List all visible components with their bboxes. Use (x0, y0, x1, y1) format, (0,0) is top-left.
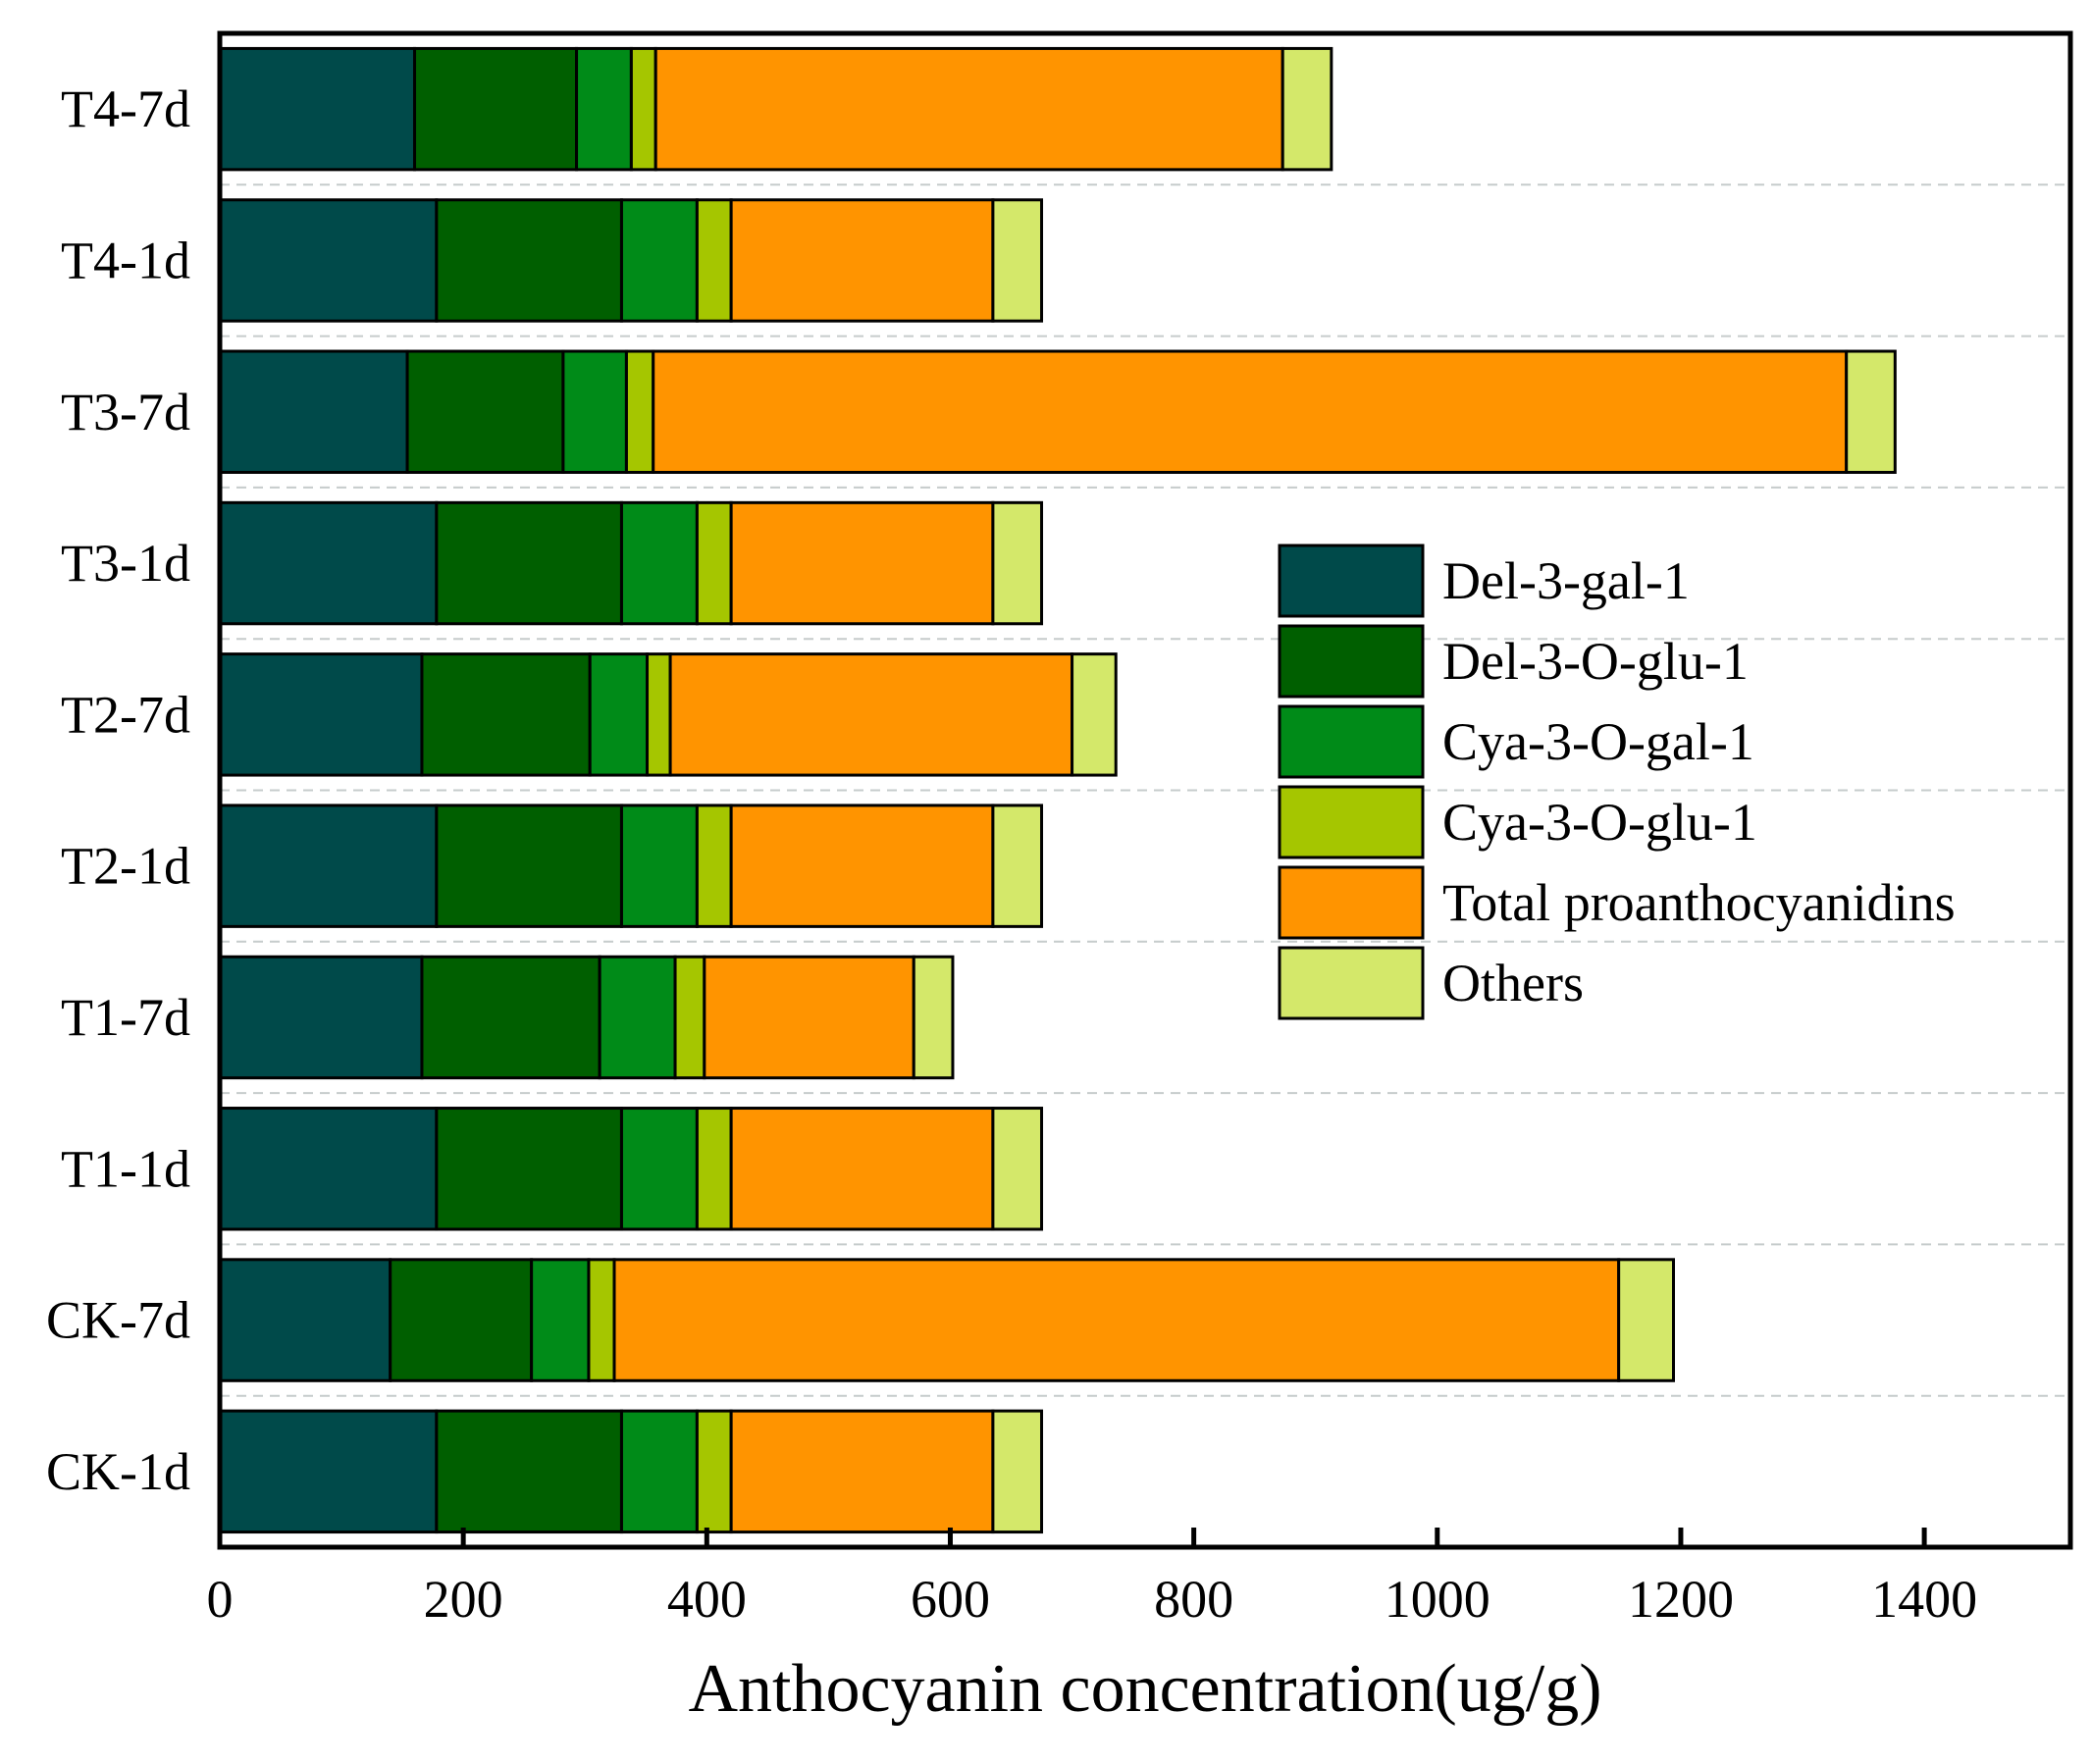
legend-label: Cya-3-O-gal-1 (1442, 712, 1754, 771)
category-labels: T4-7d T4-1d T3-7d T3-1d T2-7d T2-1d T1-7d T1-1d… (46, 79, 190, 1501)
bar-segment (612, 1258, 1621, 1382)
legend-swatch (1278, 785, 1425, 859)
x-axis-title: Anthocyanin concentration(ug/g) (688, 1651, 1601, 1727)
bar-segment (218, 1258, 392, 1382)
bar-segment (729, 198, 995, 323)
bar-segment (1071, 652, 1118, 777)
bar-segment (218, 652, 424, 777)
bar-segment (619, 1107, 699, 1231)
bar-segment (652, 349, 1849, 474)
bar-segment (588, 652, 650, 777)
bar-segment (1617, 1258, 1676, 1382)
category-label: T4-1d (61, 231, 190, 289)
x-tick-label: 1000 (1385, 1570, 1490, 1629)
legend-swatch (1278, 946, 1425, 1020)
bar-segment (729, 1107, 995, 1231)
bar-segment (413, 46, 579, 172)
legend-label: Del-3-O-glu-1 (1442, 632, 1749, 691)
legend-label: Del-3-gal-1 (1442, 551, 1690, 610)
x-tick-label: 400 (667, 1570, 747, 1629)
x-tick-label: 200 (424, 1570, 503, 1629)
bar-segment (619, 500, 699, 626)
category-label: T2-7d (61, 685, 190, 744)
bar-segment (619, 1409, 699, 1534)
bar-segment (991, 500, 1044, 626)
legend-label: Cya-3-O-glu-1 (1442, 793, 1757, 852)
bar-segment (653, 46, 1284, 172)
bar-segment (668, 652, 1074, 777)
bar-segment (218, 46, 417, 172)
x-tick-label: 600 (911, 1570, 990, 1629)
bar-segment (624, 349, 655, 474)
bar-segment (218, 349, 409, 474)
bar-segment (530, 1258, 591, 1382)
bar-segment (435, 1107, 623, 1231)
bar-segment (435, 1409, 623, 1534)
bar-segment (695, 500, 733, 626)
bar-segment (912, 955, 955, 1080)
x-ticks: 0 200 400 600 800 1000 1200 1400 (207, 1528, 1977, 1629)
grid-lines (220, 183, 2070, 1397)
category-label: CK-7d (46, 1291, 190, 1350)
bar-segment (991, 1409, 1044, 1534)
x-tick-label: 800 (1154, 1570, 1233, 1629)
bar-segment (1281, 46, 1333, 172)
legend-swatch (1278, 624, 1425, 699)
plot-frame (217, 30, 2073, 1550)
bar-segment (619, 198, 699, 323)
bar-segment (218, 198, 439, 323)
bar-segment (218, 500, 439, 626)
bar-segment (646, 652, 672, 777)
legend-swatch (1278, 544, 1425, 618)
category-label: T1-7d (61, 988, 190, 1047)
bar-segment (703, 955, 915, 1080)
bar-segment (435, 500, 623, 626)
bar-segment (420, 652, 592, 777)
bar-segment (729, 804, 995, 928)
category-label: T4-7d (61, 79, 190, 138)
x-tick-label: 1400 (1871, 1570, 1977, 1629)
bar-segment (695, 1409, 733, 1534)
legend-label: Others (1442, 954, 1584, 1012)
x-tick-label: 1200 (1628, 1570, 1734, 1629)
legend-swatch (1278, 865, 1425, 940)
bar-segment (629, 46, 657, 172)
bar-segment (218, 955, 424, 1080)
bar-segment (1845, 349, 1897, 474)
bar-segment (587, 1258, 616, 1382)
bars (218, 46, 1897, 1534)
legend-label: Total proanthocyanidins (1442, 873, 1956, 932)
bar-segment (598, 955, 677, 1080)
category-label: T2-1d (61, 837, 190, 896)
category-label: CK-1d (46, 1442, 190, 1501)
bar-segment (435, 198, 623, 323)
bar-segment (729, 1409, 995, 1534)
bar-segment (389, 1258, 534, 1382)
bar-segment (695, 1107, 733, 1231)
bar-segment (405, 349, 565, 474)
bar-segment (561, 349, 628, 474)
bar-segment (218, 1409, 439, 1534)
category-label: T3-1d (61, 534, 190, 593)
x-tick-label: 0 (207, 1570, 234, 1629)
bar-segment (673, 955, 706, 1080)
category-label: T3-7d (61, 383, 190, 441)
bar-segment (218, 804, 439, 928)
bar-segment (991, 804, 1044, 928)
bar-segment (575, 46, 633, 172)
bar-segment (420, 955, 601, 1080)
category-label: T1-1d (61, 1139, 190, 1198)
bar-segment (695, 198, 733, 323)
legend: Del-3-gal-1 Del-3-O-glu-1 Cya-3-O-gal-1 Cya… (1278, 544, 1956, 1020)
legend-swatch (1278, 704, 1425, 779)
bar-segment (435, 804, 623, 928)
bar-segment (619, 804, 699, 928)
bar-segment (991, 1107, 1044, 1231)
bar-segment (729, 500, 995, 626)
bar-segment (991, 198, 1044, 323)
bar-segment (695, 804, 733, 928)
bar-segment (218, 1107, 439, 1231)
